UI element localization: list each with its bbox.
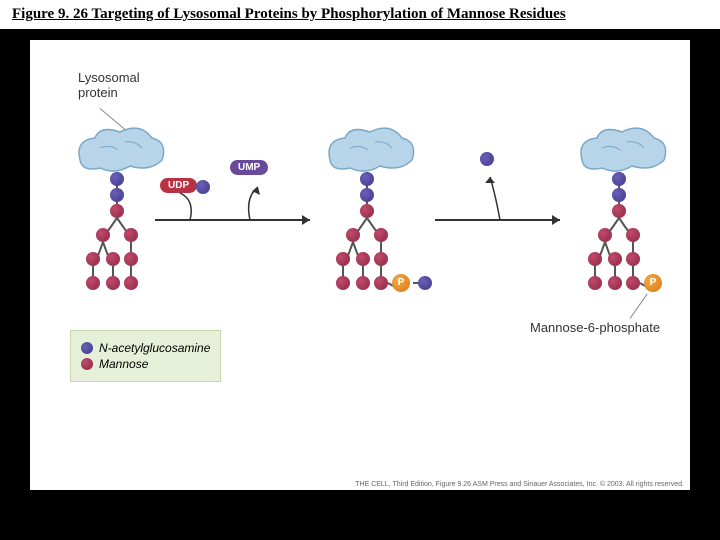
mannose-sugar bbox=[86, 276, 100, 290]
mannose-sugar bbox=[336, 252, 350, 266]
mannose-sugar bbox=[626, 228, 640, 242]
ump-label: UMP bbox=[230, 160, 268, 175]
mannose-sugar bbox=[612, 204, 626, 218]
legend-row-glcnac: N-acetylglucosamine bbox=[81, 341, 210, 355]
glcnac-sugar bbox=[360, 188, 374, 202]
legend-dot-glcnac bbox=[81, 342, 93, 354]
slide-page: Figure 9. 26 Targeting of Lysosomal Prot… bbox=[0, 0, 720, 540]
mannose-sugar bbox=[374, 252, 388, 266]
legend-box: N-acetylglucosamine Mannose bbox=[70, 330, 221, 382]
mannose-sugar bbox=[124, 276, 138, 290]
glcnac-sugar bbox=[196, 180, 210, 194]
mannose-sugar bbox=[86, 252, 100, 266]
phosphate-marker: P bbox=[392, 274, 410, 292]
reaction-arrow-1 bbox=[150, 205, 320, 250]
figure-canvas: Lysosomal protein UDP UMP bbox=[30, 40, 690, 490]
mannose-sugar bbox=[346, 228, 360, 242]
lysosomal-protein-label: Lysosomal protein bbox=[78, 70, 140, 100]
mannose-sugar bbox=[374, 228, 388, 242]
protein-blob-3 bbox=[572, 120, 672, 175]
mannose-sugar bbox=[626, 276, 640, 290]
legend-mannose-label: Mannose bbox=[99, 357, 148, 371]
glcnac-sugar bbox=[110, 188, 124, 202]
pointer-line bbox=[630, 294, 648, 319]
mannose-sugar bbox=[360, 204, 374, 218]
glcnac-sugar bbox=[480, 152, 494, 166]
mannose-sugar bbox=[588, 276, 602, 290]
citation-text: THE CELL, Third Edition, Figure 9.26 ASM… bbox=[355, 481, 684, 488]
mannose-sugar bbox=[356, 276, 370, 290]
glcnac-sugar bbox=[360, 172, 374, 186]
figure-title: Figure 9. 26 Targeting of Lysosomal Prot… bbox=[0, 0, 720, 29]
mannose-sugar bbox=[598, 228, 612, 242]
legend-row-mannose: Mannose bbox=[81, 357, 210, 371]
mannose-sugar bbox=[588, 252, 602, 266]
reaction-arrow-2 bbox=[430, 205, 570, 250]
phosphate-marker: P bbox=[644, 274, 662, 292]
glcnac-sugar bbox=[110, 172, 124, 186]
glcnac-sugar bbox=[612, 188, 626, 202]
protein-blob-1 bbox=[70, 120, 170, 175]
mannose-sugar bbox=[110, 204, 124, 218]
mannose-sugar bbox=[608, 276, 622, 290]
mannose-sugar bbox=[106, 252, 120, 266]
mannose-sugar bbox=[356, 252, 370, 266]
mannose-sugar bbox=[374, 276, 388, 290]
legend-dot-mannose bbox=[81, 358, 93, 370]
mannose-sugar bbox=[124, 228, 138, 242]
mannose-sugar bbox=[336, 276, 350, 290]
mannose-sugar bbox=[608, 252, 622, 266]
m6p-label: Mannose-6-phosphate bbox=[530, 320, 660, 335]
mannose-sugar bbox=[106, 276, 120, 290]
legend-glcnac-label: N-acetylglucosamine bbox=[99, 341, 210, 355]
mannose-sugar bbox=[626, 252, 640, 266]
udp-label: UDP bbox=[160, 178, 197, 193]
glcnac-sugar bbox=[612, 172, 626, 186]
mannose-sugar bbox=[96, 228, 110, 242]
protein-blob-2 bbox=[320, 120, 420, 175]
glcnac-sugar bbox=[418, 276, 432, 290]
mannose-sugar bbox=[124, 252, 138, 266]
